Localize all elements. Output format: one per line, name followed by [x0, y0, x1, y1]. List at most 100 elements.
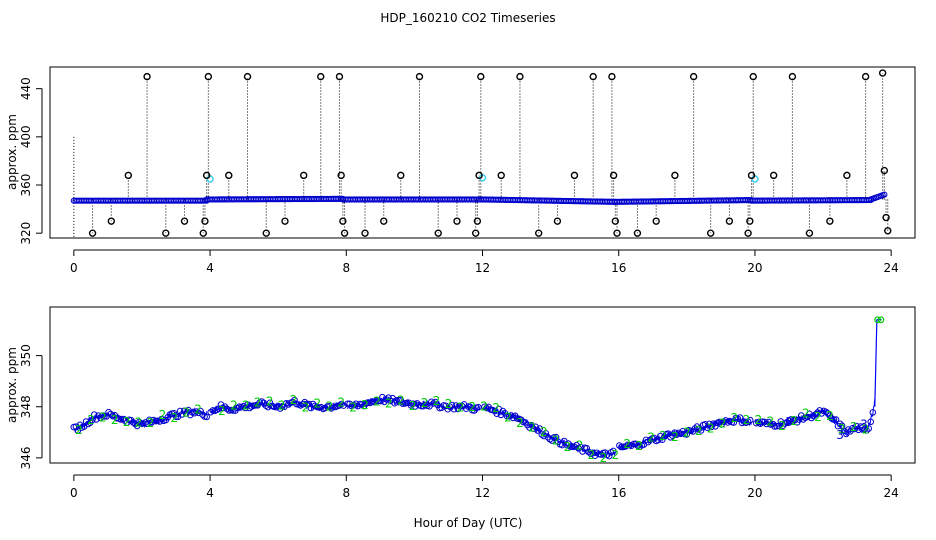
series-point: [693, 423, 701, 430]
outlier-point: [339, 217, 347, 225]
series-point: [673, 431, 680, 439]
series-point: [528, 421, 535, 429]
baseline-point: [881, 191, 888, 198]
series-point: [172, 413, 180, 421]
series-point: [808, 414, 815, 422]
outlier-point: [199, 229, 207, 237]
series-annotation: 2: [290, 393, 298, 407]
series-point: [877, 316, 885, 324]
series-annotation: 2: [850, 420, 858, 434]
series-point: [665, 430, 672, 438]
panel-bottom-ylabel: approx. ppm: [5, 347, 19, 423]
series-point: [503, 412, 511, 420]
outlier-point: [243, 72, 252, 81]
series-annotation: 2: [826, 409, 834, 423]
series-point: [129, 419, 137, 426]
series-point: [170, 410, 178, 417]
series-point: [874, 316, 881, 324]
series-point: [178, 411, 186, 418]
x-tick-label: 12: [475, 261, 490, 275]
cyan-point: [206, 175, 214, 183]
series-point: [532, 423, 539, 431]
series-point: [182, 410, 190, 417]
outlier-point: [107, 217, 115, 225]
series-annotation: 2: [743, 413, 751, 427]
series-point: [567, 443, 574, 451]
outlier-point: [335, 72, 344, 81]
y-tick-label: 360: [19, 174, 33, 197]
outlier-point: [380, 217, 388, 225]
series-point: [276, 405, 284, 412]
x-tick-label: 24: [884, 261, 899, 275]
series-point: [536, 425, 544, 432]
series-point: [722, 417, 730, 424]
series-point: [534, 427, 542, 434]
series-point: [107, 410, 114, 418]
series-point: [158, 415, 165, 423]
series-point: [417, 402, 425, 410]
y-tick-label: 320: [19, 222, 33, 245]
series-annotation: 2: [325, 400, 333, 414]
series-point: [779, 422, 787, 430]
series-point: [579, 448, 586, 455]
series-point: [407, 402, 415, 409]
series-annotation: 2: [480, 399, 488, 413]
series-point: [375, 397, 382, 405]
series-annotation: 2: [588, 448, 596, 462]
series-annotation: 2: [623, 437, 631, 451]
series-point: [328, 405, 335, 412]
outlier-point: [434, 229, 442, 237]
series-annotation: 2: [218, 404, 226, 418]
series-annotation: 2: [421, 396, 429, 410]
outlier-point: [471, 229, 480, 237]
outlier-point: [317, 72, 325, 81]
outlier-point: [300, 171, 308, 180]
series-annotation: 2: [266, 395, 274, 409]
series-annotation: 2: [170, 411, 178, 425]
series-point: [207, 408, 214, 416]
series-point: [197, 407, 204, 415]
series-point: [701, 421, 709, 428]
outlier-point: [162, 229, 170, 237]
y-tick-label: 440: [19, 77, 33, 100]
series-point: [88, 416, 96, 424]
series-point: [642, 436, 650, 444]
x-tick-label: 0: [70, 261, 78, 275]
series-annotation: 2: [552, 434, 560, 448]
series-point: [509, 414, 517, 422]
series-point: [358, 401, 366, 408]
series-annotation: 2: [540, 425, 548, 439]
panel-bottom-frame: [49, 306, 916, 464]
x-tick-label: 16: [611, 486, 626, 500]
series-point: [757, 420, 764, 428]
series-point: [326, 403, 333, 410]
series-annotation: 2: [814, 410, 822, 424]
series-point: [763, 420, 770, 428]
series-annotation: 2: [707, 421, 715, 435]
series-annotation: 3: [836, 428, 844, 442]
series-annotation: 2: [528, 421, 536, 435]
panel-top-ylabel: approx. ppm: [5, 114, 19, 190]
series-point: [601, 449, 609, 456]
outlier-point: [262, 229, 270, 237]
x-tick-label: 20: [747, 261, 762, 275]
series-annotation: 2: [838, 422, 846, 436]
series-annotation: 2: [87, 413, 95, 427]
cyan-point: [751, 175, 759, 183]
series-point: [131, 420, 139, 428]
series-annotation: 2: [862, 423, 870, 437]
outlier-point: [882, 213, 890, 222]
x-tick-label: 8: [342, 486, 350, 500]
series-annotation: 2: [647, 430, 655, 444]
series-annotation: 2: [99, 411, 107, 425]
x-tick-label: 4: [206, 261, 214, 275]
series-annotation: 3: [785, 415, 793, 429]
outlier-point: [725, 217, 734, 225]
outlier-point: [570, 171, 579, 180]
outlier-point: [805, 229, 814, 237]
series-point: [691, 425, 699, 432]
series-point: [610, 447, 617, 455]
series-point: [812, 411, 819, 418]
outlier-point: [477, 72, 485, 81]
